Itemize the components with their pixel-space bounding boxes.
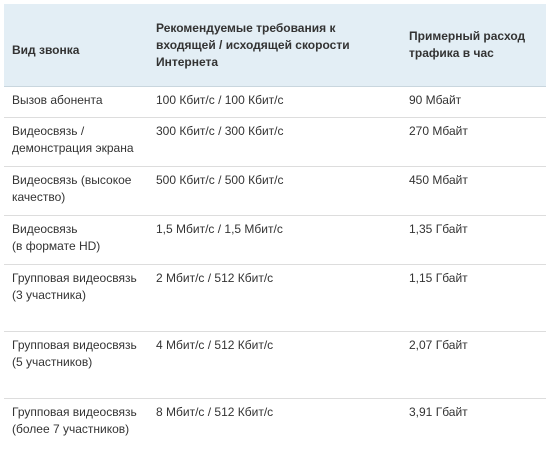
table-row: Групповая видеосвязь (5 участников) 4 Мб…: [4, 331, 546, 399]
cell-traffic: 450 Мбайт: [401, 166, 546, 216]
cell-speed: 8 Мбит/с / 512 Кбит/с: [156, 405, 274, 419]
table-header: Вид звонка Рекомендуемые требования к вх…: [4, 4, 546, 87]
cell-call-type: Групповая видеосвязь (более 7 участников…: [12, 405, 137, 436]
table-row: Групповая видеосвязь (более 7 участников…: [4, 399, 546, 466]
header-row: Вид звонка Рекомендуемые требования к вх…: [4, 4, 546, 87]
cell-speed: 4 Мбит/с / 512 Кбит/с: [148, 331, 401, 399]
requirements-table-wrapper: Вид звонка Рекомендуемые требования к вх…: [4, 4, 546, 465]
table-row: Видеосвязь (высокое качество) 500 Кбит/с…: [4, 166, 546, 216]
cell-traffic: 270 Мбайт: [401, 117, 546, 167]
cell-traffic: 3,91 Гбайт: [409, 405, 468, 419]
cell-call-type: Вызов абонента: [4, 86, 148, 118]
cell-call-type: Групповая видеосвязь (5 участников): [4, 331, 148, 399]
cell-traffic: 1,15 Гбайт: [401, 264, 546, 332]
cell-call-type: Групповая видеосвязь (3 участника): [4, 264, 148, 332]
cell-traffic: 2,07 Гбайт: [401, 331, 546, 399]
cell-traffic: 1,35 Гбайт: [401, 215, 546, 265]
table-row: Видеосвязь / демонстрация экрана 300 Кби…: [4, 117, 546, 167]
cell-call-type: Видеосвязь (высокое качество): [4, 166, 148, 216]
header-speed: Рекомендуемые требования к входящей / ис…: [148, 4, 401, 87]
header-traffic: Примерный расход трафика в час: [401, 4, 546, 87]
header-call-type: Вид звонка: [4, 4, 148, 87]
table-body: Вызов абонента 100 Кбит/с / 100 Кбит/с 9…: [4, 86, 546, 466]
cell-call-type: Видеосвязь (в формате HD): [4, 215, 148, 265]
requirements-table: Вид звонка Рекомендуемые требования к вх…: [4, 4, 546, 465]
cell-speed: 500 Кбит/с / 500 Кбит/с: [148, 166, 401, 216]
table-row: Вызов абонента 100 Кбит/с / 100 Кбит/с 9…: [4, 86, 546, 118]
cell-call-type: Видеосвязь / демонстрация экрана: [4, 117, 148, 167]
cell-traffic: 90 Мбайт: [401, 86, 546, 118]
cell-speed: 1,5 Мбит/с / 1,5 Мбит/с: [148, 215, 401, 265]
cell-speed: 100 Кбит/с / 100 Кбит/с: [148, 86, 401, 118]
table-row: Видеосвязь (в формате HD) 1,5 Мбит/с / 1…: [4, 215, 546, 265]
table-row: Групповая видеосвязь (3 участника) 2 Мби…: [4, 264, 546, 332]
cell-speed: 300 Кбит/с / 300 Кбит/с: [148, 117, 401, 167]
cell-speed: 2 Мбит/с / 512 Кбит/с: [148, 264, 401, 332]
